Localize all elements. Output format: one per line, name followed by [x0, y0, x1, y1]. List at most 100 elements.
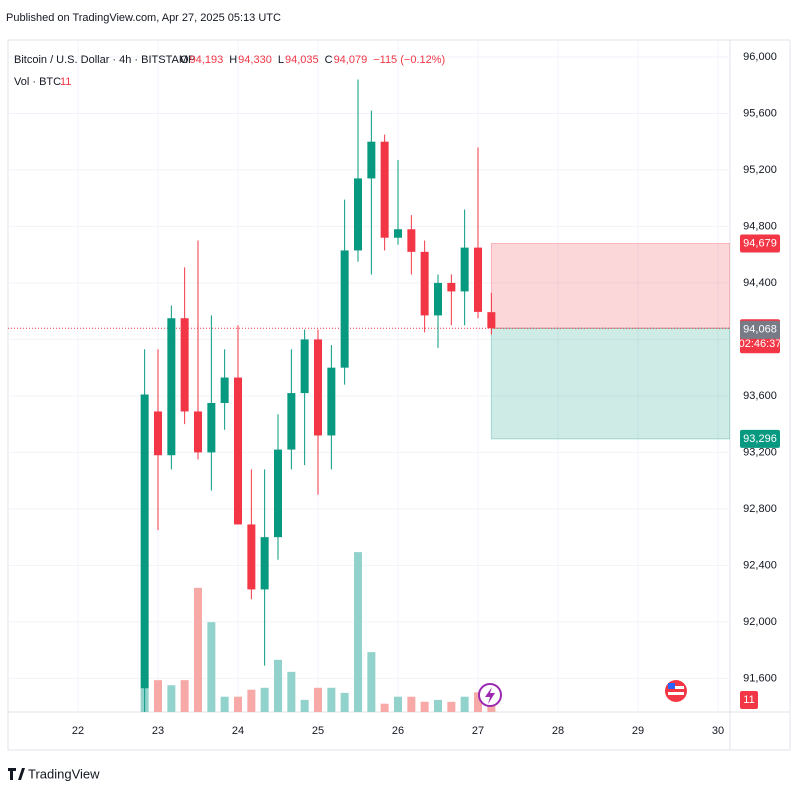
volume-bar	[487, 704, 496, 712]
volume-bar	[154, 680, 162, 712]
volume-bar	[180, 680, 189, 712]
volume-bar	[220, 696, 229, 712]
volume-value: 11	[60, 76, 71, 88]
candle-body	[220, 377, 229, 403]
candle-body	[140, 394, 149, 689]
candle-body	[207, 402, 216, 453]
volume-bar	[274, 659, 282, 712]
volume-bar	[234, 696, 242, 712]
price-badge	[740, 429, 780, 448]
candle-body	[154, 411, 162, 456]
x-tick-label: 27	[472, 725, 484, 737]
volume-bar	[314, 687, 322, 712]
volume-bar	[407, 696, 416, 712]
volume-bar	[380, 703, 389, 712]
ohlc-value: 94,035	[285, 54, 319, 66]
logo	[8, 768, 25, 780]
candle-body	[460, 247, 469, 292]
ohlc-key: L	[278, 54, 284, 66]
x-tick-label: 29	[632, 725, 644, 737]
volume-bar	[447, 701, 456, 712]
volume-bar	[260, 687, 269, 712]
ohlc-key: O	[180, 54, 189, 66]
volume-bar	[207, 622, 216, 712]
volume-bar	[167, 685, 176, 712]
volume-bar	[287, 671, 296, 712]
y-tick-label: 94,800	[743, 220, 777, 232]
y-tick-label: 92,800	[743, 503, 777, 515]
volume-bar	[367, 652, 376, 712]
volume-bar	[247, 689, 256, 712]
published: Published on TradingView.com, Apr 27, 20…	[6, 12, 281, 24]
target-zone	[490, 327, 730, 440]
ohlc-value: 94,330	[238, 54, 272, 66]
volume-badge-label: 11	[743, 694, 754, 706]
price-badge	[740, 320, 780, 339]
ohlc-value: 94,193	[190, 54, 224, 66]
ohlc-key: C	[325, 54, 333, 66]
stop-zone	[490, 243, 730, 329]
change: −115 (−0.12%)	[373, 54, 445, 66]
volume-bar	[327, 687, 336, 712]
candle-body	[260, 537, 269, 590]
candle-body	[447, 282, 456, 292]
price-badge-label: 93,296	[743, 433, 777, 445]
volume-bar	[420, 701, 429, 712]
candle-body	[420, 251, 429, 316]
y-tick-label: 92,400	[743, 559, 777, 571]
x-tick-label: 25	[312, 725, 324, 737]
volume-bar	[354, 552, 362, 712]
x-tick-label: 26	[392, 725, 404, 737]
candle-body	[194, 411, 202, 453]
candle-body	[407, 229, 416, 252]
candle-body	[487, 312, 496, 329]
countdown: 02:46:37	[739, 338, 782, 350]
price-badge-label: 94,068	[743, 324, 777, 336]
ohlc-key: H	[229, 54, 237, 66]
icon-flag	[665, 680, 687, 702]
candle-body	[247, 524, 256, 590]
volume-bar	[434, 699, 442, 712]
x-tick-label: 30	[712, 725, 724, 737]
candle-body	[367, 141, 376, 179]
candle-body	[314, 339, 322, 436]
candle-body	[394, 229, 402, 238]
brand: TradingView	[28, 766, 100, 781]
candle-body	[434, 282, 442, 316]
volume-bar	[474, 692, 482, 712]
y-tick-label: 95,200	[743, 164, 777, 176]
volume-title: Vol · BTC	[14, 76, 61, 88]
ohlc-value: 94,079	[334, 54, 368, 66]
icon-lightning	[478, 683, 502, 707]
candle-body	[180, 318, 189, 412]
candle-body	[327, 367, 336, 436]
x-tick-label: 23	[152, 725, 164, 737]
candle-body	[234, 377, 242, 525]
volume-badge	[740, 691, 758, 709]
x-tick-label: 22	[72, 725, 84, 737]
volume-bar	[340, 692, 349, 712]
y-tick-label: 93,200	[743, 446, 777, 458]
y-tick-label: 92,000	[743, 616, 777, 628]
candle-body	[380, 141, 389, 238]
x-tick-label: 24	[232, 725, 244, 737]
axes: 91,600 92,000 92,400 92,800 93,200 93,600 94,0…	[72, 51, 782, 737]
legend: Bitcoin / U.S. Dollar · 4h · BITSTAMP Vo…	[14, 54, 445, 88]
volume-bar	[460, 696, 469, 712]
y-tick-label: 94,400	[743, 277, 777, 289]
frame	[7, 39, 791, 751]
candle-body	[300, 339, 309, 394]
symbol: Bitcoin / U.S. Dollar · 4h · BITSTAMP	[14, 54, 195, 66]
plot	[8, 79, 730, 712]
candle-body	[274, 449, 282, 538]
price-badge	[740, 234, 780, 253]
y-tick-label: 96,000	[743, 51, 777, 63]
x-tick-label: 28	[552, 725, 564, 737]
volume-bar	[194, 587, 202, 712]
y-tick-label: 95,600	[743, 107, 777, 119]
price-badge-label: 94,679	[743, 237, 777, 249]
candle-body	[340, 250, 349, 368]
